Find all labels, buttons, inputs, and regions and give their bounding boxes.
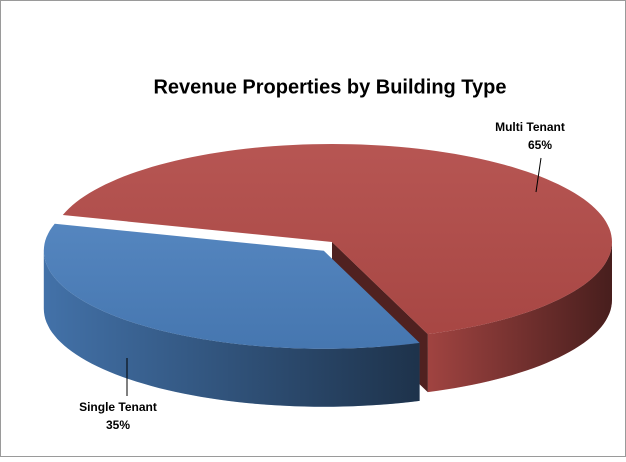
slice-side-shade [43, 250, 420, 407]
labels: Single Tenant 35% Multi Tenant 65% [79, 120, 565, 432]
pie [43, 144, 613, 407]
slice-top-shade [62, 144, 613, 335]
slice-value-label: 35% [106, 418, 130, 432]
slice-top-shade [43, 223, 420, 349]
slice-label: Single Tenant [79, 400, 157, 414]
slice-side-shade [427, 242, 612, 393]
chart-title: Revenue Properties by Building Type [153, 76, 506, 98]
slice-label: Multi Tenant [495, 120, 565, 134]
leader-line [535, 157, 542, 193]
slice-value-label: 65% [528, 138, 552, 152]
